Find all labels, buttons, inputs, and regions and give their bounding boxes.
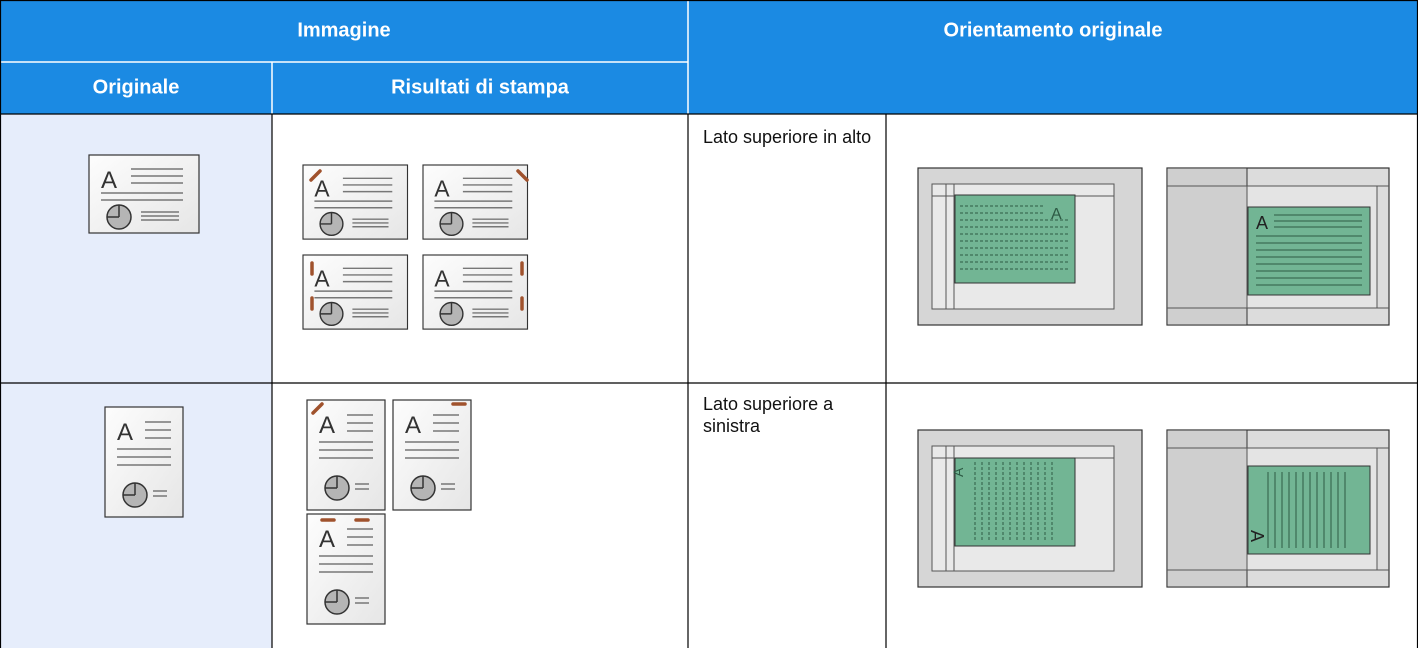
- svg-text:A: A: [1247, 530, 1267, 542]
- svg-text:A: A: [1051, 206, 1062, 223]
- adf-left: A: [1166, 429, 1390, 588]
- header-results: Risultati di stampa: [391, 76, 570, 98]
- svg-text:A: A: [1256, 213, 1268, 233]
- results-portrait: [307, 400, 471, 624]
- original-landscape: [89, 155, 199, 233]
- svg-text:A: A: [950, 467, 966, 477]
- results-landscape: [303, 165, 529, 329]
- header-bg: [0, 0, 1418, 114]
- orientation-left: Lato superiore a sinistra: [703, 394, 834, 436]
- header-orientation: Orientamento originale: [944, 19, 1163, 41]
- platen-left: A: [917, 429, 1143, 588]
- adf-top: A: [1166, 167, 1390, 326]
- header-original: Originale: [93, 76, 180, 98]
- platen-top: A: [917, 167, 1143, 326]
- orientation-top: Lato superiore in alto: [703, 127, 872, 147]
- header-image: Immagine: [297, 19, 390, 41]
- original-portrait: [105, 407, 183, 517]
